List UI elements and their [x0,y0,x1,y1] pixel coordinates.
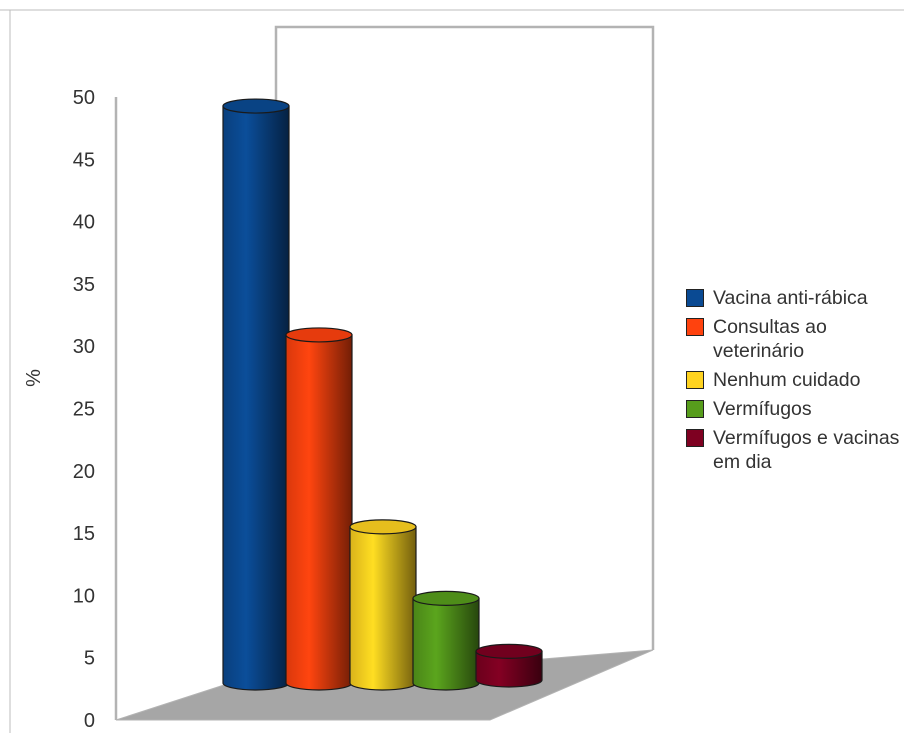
legend-label: Vermífugos [713,398,812,420]
y-tick-label: 15 [73,523,95,545]
y-axis-title: % [23,369,45,387]
bar-body [222,105,290,691]
y-tick-label: 10 [73,585,95,607]
y-axis: 0 5 10 15 20 25 30 35 40 45 50 [73,87,95,732]
legend-item: Vermífugos e vacinas em dia [686,426,901,474]
legend-swatch [686,371,704,389]
legend-label: Consultas ao veterinário [713,316,827,362]
y-tick-label: 40 [73,212,95,234]
bar-1 [222,98,290,691]
y-tick-label: 50 [73,87,95,109]
bar-body [285,334,353,691]
bar-body [412,597,480,691]
legend-label: Vacina anti-rábica [713,287,868,309]
bar-group [222,98,543,691]
y-tick-label: 20 [73,461,95,483]
bar-4 [412,590,480,691]
legend-swatch [686,289,704,307]
legend-swatch [686,400,704,418]
bar-top [285,327,353,343]
legend-label: Vermífugos e vacinas em dia [713,427,900,473]
y-tick-label: 30 [73,336,95,358]
bar-5 [475,643,543,688]
bar-body [475,650,543,688]
bar-top [412,590,480,606]
bar-top [475,643,543,659]
y-tick-label: 35 [73,274,95,296]
legend: Vacina anti-rábica Consultas ao veterinár… [686,286,901,479]
bar-3 [349,519,417,691]
bar-2 [285,327,353,691]
legend-item: Nenhum cuidado [686,368,901,392]
legend-item: Vacina anti-rábica [686,286,901,310]
legend-item: Vermífugos [686,397,901,421]
y-tick-label: 25 [73,399,95,421]
y-tick-label: 5 [84,648,95,670]
legend-item: Consultas ao veterinário [686,315,901,363]
y-tick-label: 0 [84,710,95,732]
legend-swatch [686,429,704,447]
bar-top [349,519,417,535]
y-tick-label: 45 [73,149,95,171]
bar-body [349,526,417,691]
bar-top [222,98,290,114]
legend-label: Nenhum cuidado [713,369,861,391]
legend-swatch [686,318,704,336]
